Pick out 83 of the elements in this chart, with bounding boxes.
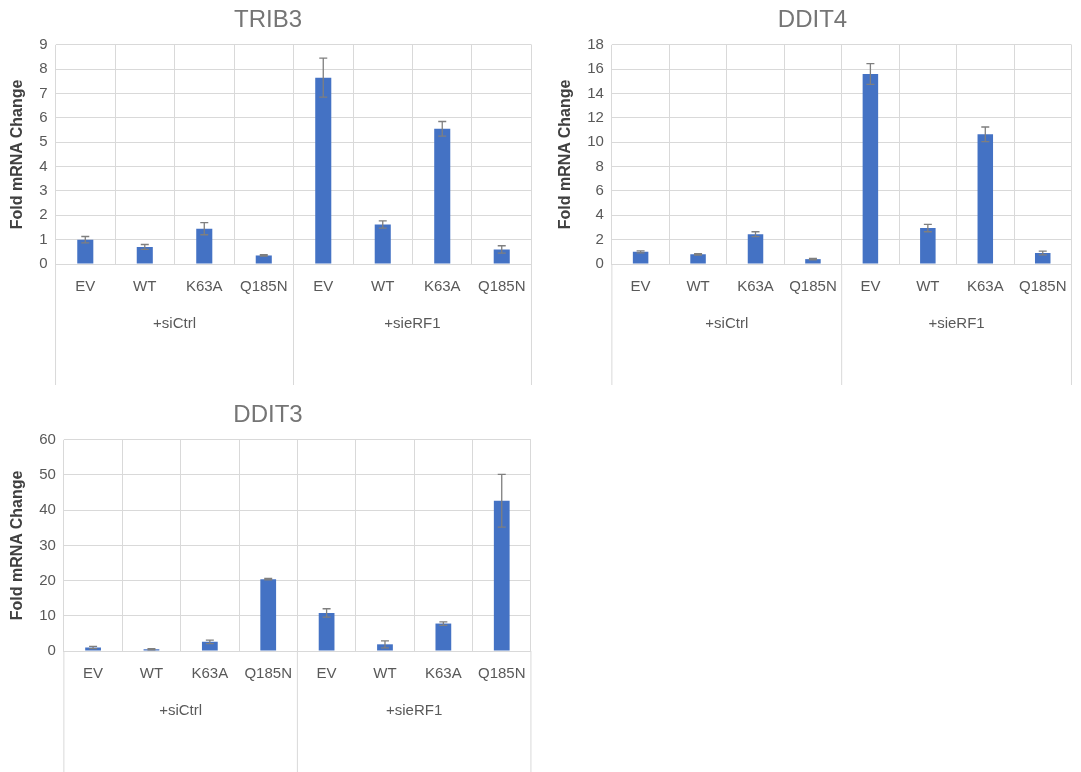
bar	[862, 74, 879, 264]
x-tick-label: Q185N	[789, 277, 837, 295]
y-tick-label: 1	[39, 229, 48, 247]
x-tick-label: WT	[916, 277, 940, 295]
text: +siCtrl	[159, 701, 203, 719]
x-tick-label: Q185N	[1018, 277, 1067, 295]
bar	[434, 128, 451, 264]
x-tick-label: K63A	[966, 277, 1004, 295]
bar	[196, 228, 213, 264]
y-tick-label: 0	[47, 641, 56, 659]
y-tick-label: 3	[39, 181, 48, 199]
y-tick-label: 0	[595, 254, 604, 272]
text: +sieRF1	[928, 314, 985, 332]
y-tick-label: 10	[587, 132, 604, 150]
bar	[77, 239, 94, 264]
bar	[136, 246, 153, 264]
y-tick-label: 7	[39, 83, 48, 101]
x-tick-label: Q185N	[244, 664, 292, 682]
chart-title: DDIT3	[233, 400, 303, 428]
y-tick-label: 20	[39, 570, 56, 588]
y-tick-label: 5	[39, 132, 48, 150]
bar	[435, 623, 452, 651]
bar	[977, 134, 994, 264]
x-tick-label: K63A	[737, 277, 774, 295]
x-tick-label: Q185N	[240, 277, 288, 295]
x-tick-label: WT	[373, 664, 397, 682]
y-tick-label: 9	[39, 34, 48, 52]
y-axis-title: Fold mRNA Change	[556, 79, 574, 230]
y-tick-label: 60	[39, 429, 56, 447]
y-tick-label: 8	[39, 59, 48, 77]
text: +siCtrl	[153, 314, 196, 332]
y-axis-title: Fold mRNA Change	[8, 79, 26, 230]
y-tick-label: 18	[587, 34, 604, 52]
y-axis-title: Fold mRNA Change	[8, 470, 26, 621]
y-tick-label: 2	[595, 229, 604, 247]
bar	[920, 228, 936, 264]
y-tick-label: 40	[39, 500, 56, 518]
bar	[690, 254, 706, 264]
chart-title: DDIT4	[777, 5, 848, 33]
x-tick-label: WT	[139, 664, 164, 682]
x-tick-label: Q185N	[477, 277, 526, 295]
y-tick-label: 0	[39, 254, 48, 272]
x-tick-label: K63A	[191, 664, 229, 682]
bar	[747, 234, 764, 264]
y-tick-label: 6	[595, 181, 604, 199]
x-tick-label: Q185N	[477, 664, 526, 682]
bar	[374, 224, 391, 264]
x-tick-label: K63A	[425, 664, 462, 682]
bar	[255, 255, 272, 264]
x-tick-label: EV	[860, 277, 881, 295]
x-tick-label: EV	[316, 664, 337, 682]
y-tick-label: 6	[39, 108, 48, 126]
y-tick-label: 30	[39, 535, 56, 553]
y-tick-label: 50	[39, 465, 56, 483]
x-tick-label: WT	[686, 277, 710, 295]
x-tick-label: K63A	[423, 277, 461, 295]
y-tick-label: 8	[595, 156, 604, 174]
y-tick-label: 4	[595, 205, 604, 223]
chart-title: TRIB3	[233, 5, 303, 33]
x-tick-label: EV	[630, 277, 651, 295]
x-tick-label: WT	[371, 277, 395, 295]
bar	[315, 77, 332, 264]
y-tick-label: 16	[587, 59, 604, 77]
bar	[632, 251, 649, 264]
x-tick-label: WT	[133, 277, 157, 295]
x-tick-label: EV	[313, 277, 334, 295]
y-tick-label: 14	[587, 83, 604, 101]
y-tick-label: 10	[39, 605, 56, 623]
bar	[493, 500, 510, 651]
bar	[318, 612, 335, 651]
x-tick-label: EV	[75, 277, 96, 295]
bar	[260, 579, 277, 651]
bar	[201, 641, 218, 651]
text: +siCtrl	[705, 314, 749, 332]
x-tick-label: EV	[83, 664, 104, 682]
bar	[1034, 253, 1051, 264]
y-tick-label: 2	[39, 205, 48, 223]
bar	[493, 249, 510, 264]
text: +sieRF1	[384, 314, 441, 332]
y-tick-label: 12	[587, 108, 604, 126]
y-tick-label: 4	[39, 156, 48, 174]
text: +sieRF1	[386, 701, 443, 719]
x-tick-label: K63A	[185, 277, 223, 295]
